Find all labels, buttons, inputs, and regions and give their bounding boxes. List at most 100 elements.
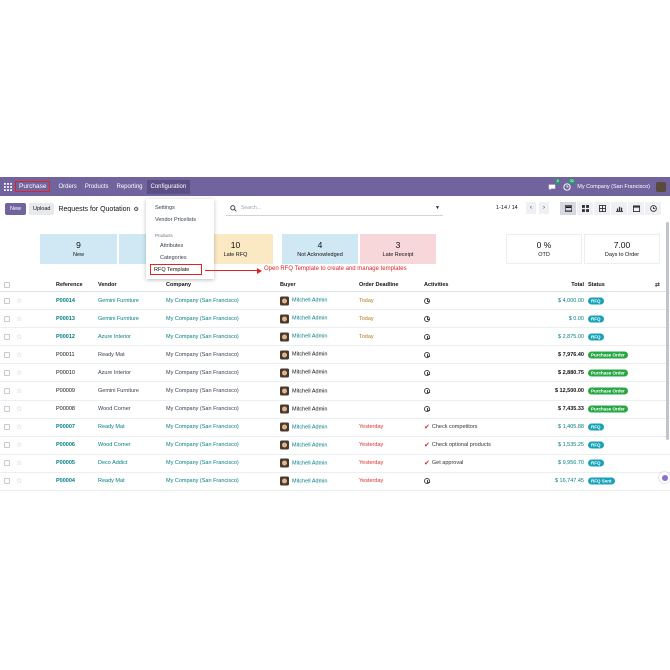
col-activities[interactable]: Activities: [424, 281, 449, 288]
row-vendor[interactable]: Wood Corner: [98, 406, 131, 413]
row-activity[interactable]: [424, 478, 430, 485]
star-icon[interactable]: ☆: [16, 297, 23, 305]
grid-view-icon[interactable]: [594, 202, 610, 215]
search-bar[interactable]: Search... ▼: [226, 201, 443, 216]
row-vendor[interactable]: Gemini Furniture: [98, 388, 139, 395]
table-row[interactable]: ☆ P00008 Wood Corner My Company (San Franci…: [0, 401, 670, 419]
col-total[interactable]: Total: [571, 281, 584, 288]
col-vendor[interactable]: Vendor: [98, 281, 117, 288]
nav-orders[interactable]: Orders: [58, 183, 77, 190]
row-company[interactable]: My Company (San Francisco): [166, 388, 239, 395]
row-company[interactable]: My Company (San Francisco): [166, 460, 239, 467]
row-company[interactable]: My Company (San Francisco): [166, 424, 239, 431]
row-buyer[interactable]: Mitchell Admin: [280, 314, 327, 324]
table-row[interactable]: ☆ P00005 Deco Addict My Company (San Franci…: [0, 455, 670, 473]
star-icon[interactable]: ☆: [16, 442, 23, 450]
activity-clock-icon[interactable]: [424, 333, 430, 340]
row-company[interactable]: My Company (San Francisco): [166, 351, 239, 358]
row-checkbox[interactable]: [4, 406, 10, 413]
pager-previous-icon[interactable]: ‹: [526, 202, 536, 214]
row-vendor[interactable]: Azure Interior: [98, 333, 132, 340]
pager-value[interactable]: 1-14 / 14: [496, 205, 518, 211]
row-activity[interactable]: ✔ Check optional products: [424, 441, 491, 449]
row-buyer[interactable]: Mitchell Admin: [280, 332, 327, 342]
search-options-toggle-icon[interactable]: ▼: [435, 205, 440, 211]
list-view-icon[interactable]: [560, 202, 576, 215]
star-icon[interactable]: ☆: [16, 315, 23, 323]
row-company[interactable]: My Company (San Francisco): [166, 297, 239, 304]
table-row[interactable]: ☆ P00007 Ready Mat My Company (San Francisc…: [0, 419, 670, 437]
star-icon[interactable]: ☆: [16, 388, 23, 396]
star-icon[interactable]: ☆: [16, 406, 23, 414]
row-checkbox[interactable]: [4, 388, 10, 395]
gear-icon[interactable]: ⚙: [133, 206, 139, 213]
row-vendor[interactable]: Ready Mat: [98, 424, 125, 431]
table-row[interactable]: ☆ P00012 Azure Interior My Company (San Fra…: [0, 328, 670, 347]
activity-clock-icon[interactable]: [424, 351, 430, 358]
row-company[interactable]: My Company (San Francisco): [166, 406, 239, 413]
row-vendor[interactable]: Wood Corner: [98, 442, 131, 449]
row-activity[interactable]: [424, 388, 430, 395]
row-vendor[interactable]: Deco Addict: [98, 460, 128, 467]
table-row[interactable]: ☆ P00009 Gemini Furniture My Company (San F…: [0, 382, 670, 401]
row-vendor[interactable]: Gemini Furniture: [98, 297, 139, 304]
row-reference[interactable]: P00008: [56, 406, 75, 413]
star-icon[interactable]: ☆: [16, 369, 23, 377]
row-vendor[interactable]: Ready Mat: [98, 478, 125, 485]
table-row[interactable]: ☆ P00004 Ready Mat My Company (San Francisc…: [0, 473, 670, 492]
pager-next-icon[interactable]: ›: [539, 202, 549, 214]
activity-clock-icon[interactable]: [424, 297, 430, 304]
row-checkbox[interactable]: [4, 442, 10, 449]
menu-item-rfq-template[interactable]: RFQ Template: [150, 264, 202, 275]
menu-item-settings[interactable]: Settings: [155, 205, 175, 211]
row-buyer[interactable]: Mitchell Admin: [280, 422, 327, 432]
menu-item-categories[interactable]: Categories: [160, 255, 187, 261]
table-row[interactable]: ☆ P00014 Gemini Furniture My Company (San F…: [0, 292, 670, 311]
row-activity[interactable]: [424, 406, 430, 413]
kanban-view-icon[interactable]: [577, 202, 593, 215]
col-reference[interactable]: Reference: [56, 281, 83, 288]
optional-columns-icon[interactable]: ⇄: [655, 282, 661, 288]
row-checkbox[interactable]: [4, 369, 10, 376]
row-vendor[interactable]: Gemini Furniture: [98, 315, 139, 322]
activity-clock-icon[interactable]: [424, 369, 430, 376]
table-row[interactable]: ☆ P00013 Gemini Furniture My Company (San F…: [0, 310, 670, 329]
activity-clock-icon[interactable]: [424, 388, 430, 395]
apps-menu-icon[interactable]: [2, 177, 14, 196]
col-order-deadline[interactable]: Order Deadline: [359, 281, 399, 288]
select-all-checkbox[interactable]: [4, 281, 10, 288]
graph-view-icon[interactable]: [611, 202, 627, 215]
row-activity[interactable]: ✔ Get approval: [424, 459, 463, 467]
row-checkbox[interactable]: [4, 478, 10, 485]
row-company[interactable]: My Company (San Francisco): [166, 442, 239, 449]
table-row[interactable]: ☆ P00011 Ready Mat My Company (San Francisc…: [0, 346, 670, 365]
row-checkbox[interactable]: [4, 424, 10, 431]
star-icon[interactable]: ☆: [16, 424, 23, 432]
row-company[interactable]: My Company (San Francisco): [166, 333, 239, 340]
upload-button[interactable]: Upload: [29, 203, 55, 215]
col-status[interactable]: Status: [588, 281, 605, 288]
row-reference[interactable]: P00010: [56, 369, 75, 376]
row-checkbox[interactable]: [4, 333, 10, 340]
kpi-card-not-acknowledged[interactable]: 4 Not Acknowledged: [282, 234, 358, 264]
row-reference[interactable]: P00009: [56, 388, 75, 395]
row-company[interactable]: My Company (San Francisco): [166, 478, 239, 485]
search-input[interactable]: Search...: [241, 205, 262, 211]
col-company[interactable]: Company: [166, 281, 192, 288]
row-buyer[interactable]: Mitchell Admin: [280, 386, 327, 396]
row-buyer[interactable]: Mitchell Admin: [280, 476, 327, 486]
row-buyer[interactable]: Mitchell Admin: [280, 296, 327, 306]
activity-clock-icon[interactable]: [424, 315, 430, 322]
row-activity[interactable]: [424, 297, 430, 304]
table-row[interactable]: ☆ P00006 Wood Corner My Company (San Franci…: [0, 437, 670, 455]
row-reference[interactable]: P00012: [56, 333, 75, 340]
activity-clock-icon[interactable]: [424, 478, 430, 485]
company-switcher[interactable]: My Company (San Francisco): [577, 183, 650, 190]
star-icon[interactable]: ☆: [16, 478, 23, 486]
row-activity[interactable]: [424, 333, 430, 340]
col-buyer[interactable]: Buyer: [280, 281, 296, 288]
row-company[interactable]: My Company (San Francisco): [166, 315, 239, 322]
row-reference[interactable]: P00004: [56, 478, 75, 485]
row-buyer[interactable]: Mitchell Admin: [280, 368, 327, 378]
row-activity[interactable]: [424, 315, 430, 322]
